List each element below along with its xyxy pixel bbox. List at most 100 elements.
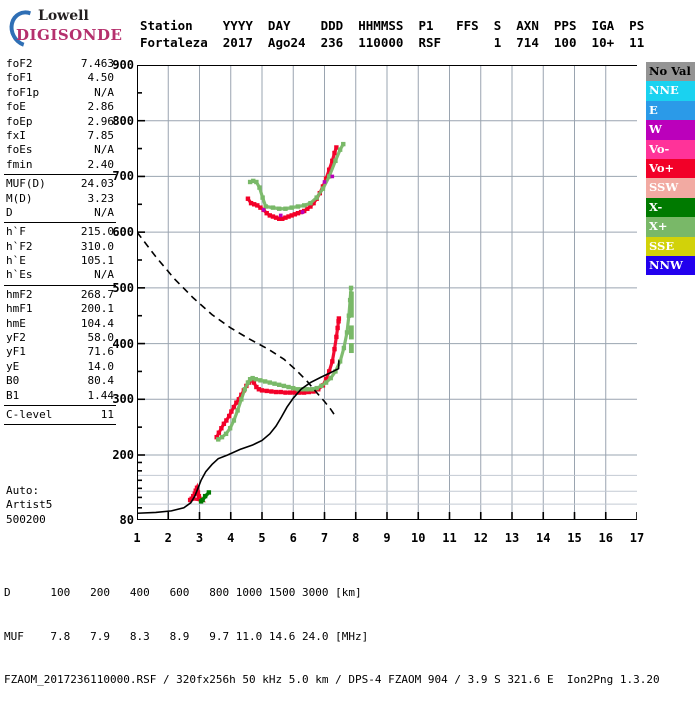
param-key: foEs <box>6 143 33 157</box>
param-row: fmin 2.40 <box>2 158 118 172</box>
param-key: fmin <box>6 157 33 171</box>
y-axis-tick-600: 600 <box>112 225 134 240</box>
footer-line-d: D 100 200 400 600 800 1000 1500 3000 [km… <box>4 586 362 599</box>
y-axis-labels: 900 800 700 600 500 400 300 200 80 <box>88 55 134 535</box>
param-value: 200.1 <box>80 302 114 316</box>
param-key: M(D) <box>6 191 33 205</box>
auto-program: Artist5 <box>6 498 53 512</box>
legend-item-x[interactable]: X+ <box>646 217 695 237</box>
param-value: 4.50 <box>87 71 115 85</box>
logo-digisonde-text: DIGISONDE <box>16 26 123 44</box>
lowell-digisonde-logo: Lowell DIGISONDE <box>3 4 128 54</box>
param-row: foE 2.86 <box>2 100 118 114</box>
header-line-1: Station YYYY DAY DDD HHMMSS P1 FFS S AXN… <box>140 18 645 33</box>
param-value: 1.44 <box>87 388 115 402</box>
ionogram-page: Lowell DIGISONDE foF2 7.463 foF1 4.50 foF1p N… <box>2 4 695 686</box>
x-axis-tick-6: 6 <box>289 531 297 545</box>
param-value: 3.23 <box>87 191 115 205</box>
param-value: 7.85 <box>87 128 115 142</box>
param-row: h`F 215.0 <box>2 225 118 239</box>
param-row: yE 14.0 <box>2 360 118 374</box>
x-axis-tick-2: 2 <box>164 531 172 545</box>
param-key: D <box>6 205 13 219</box>
param-row: h`F2 310.0 <box>2 240 118 254</box>
x-axis-tick-3: 3 <box>195 531 204 545</box>
x-axis-tick-9: 9 <box>383 531 391 545</box>
param-key: h`E <box>6 254 26 268</box>
param-value: N/A <box>94 205 114 219</box>
x-axis-tick-15: 15 <box>567 531 582 545</box>
param-row: hmF2 268.7 <box>2 288 118 302</box>
legend-item-ssw[interactable]: SSW <box>646 178 695 198</box>
param-key: MUF(D) <box>6 177 46 191</box>
param-row: B1 1.44 <box>2 389 118 403</box>
param-row: foF2 7.463 <box>2 57 118 71</box>
legend-item-sse[interactable]: SSE <box>646 236 695 256</box>
legend-item-w[interactable]: W <box>646 120 695 140</box>
logo-lowell-text: Lowell <box>38 8 89 24</box>
auto-scaling-block: Auto: Artist5 500200 <box>2 484 118 527</box>
legend-item-no-val[interactable]: No Val <box>646 62 695 82</box>
param-divider <box>4 222 116 224</box>
param-value: 11 <box>100 407 114 421</box>
y-axis-tick-200: 200 <box>112 448 134 462</box>
station-header: Station YYYY DAY DDD HHMMSS P1 FFS S AXN… <box>140 17 644 51</box>
x-axis-tick-12: 12 <box>473 531 488 545</box>
param-value: 268.7 <box>80 287 114 301</box>
y-axis-tick-900: 900 <box>112 58 134 72</box>
param-value: 2.86 <box>87 100 115 114</box>
x-axis-tick-14: 14 <box>536 531 551 545</box>
direction-legend: No Val NNE E W Vo- Vo+ SSW X- X+ SSE NNW <box>646 62 695 276</box>
param-key: foF1 <box>6 71 33 85</box>
param-row: h`Es N/A <box>2 268 118 282</box>
legend-item-nnw[interactable]: NNW <box>646 255 695 276</box>
param-key: foE <box>6 100 26 114</box>
plot-canvas <box>137 65 637 520</box>
param-value: 310.0 <box>80 239 114 253</box>
x-axis-tick-8: 8 <box>352 531 360 545</box>
x-axis-tick-7: 7 <box>320 531 329 545</box>
param-value: 2.40 <box>87 157 115 171</box>
param-row: yF1 71.6 <box>2 345 118 359</box>
param-row: C-level 11 <box>2 408 118 422</box>
legend-item-vo[interactable]: Vo- <box>646 139 695 159</box>
y-axis-tick-400: 400 <box>112 336 134 351</box>
param-key: h`Es <box>6 268 33 282</box>
param-key: h`F <box>6 225 26 239</box>
y-axis-tick-700: 700 <box>112 169 134 184</box>
param-value: 80.4 <box>87 374 115 388</box>
param-key: hmF2 <box>6 287 33 301</box>
y-axis-tick-800: 800 <box>112 113 134 128</box>
param-divider <box>4 284 116 286</box>
legend-item-vo[interactable]: Vo+ <box>646 158 695 179</box>
x-axis-tick-11: 11 <box>442 531 457 545</box>
param-key: foF1p <box>6 85 40 99</box>
x-axis-tick-17: 17 <box>629 531 645 545</box>
header-line-2: Fortaleza 2017 Ago24 236 110000 RSF 1 71… <box>140 35 645 50</box>
param-row: foEs N/A <box>2 143 118 157</box>
param-row: fxI 7.85 <box>2 129 118 143</box>
param-key: C-level <box>6 407 53 421</box>
param-row: yF2 58.0 <box>2 331 118 345</box>
param-row: h`E 105.1 <box>2 254 118 268</box>
param-key: h`F2 <box>6 239 33 253</box>
param-row: foF1 4.50 <box>2 71 118 85</box>
param-key: yE <box>6 359 20 373</box>
param-value: 58.0 <box>87 331 115 345</box>
ionogram-plot <box>137 65 637 520</box>
param-key: foF2 <box>6 57 33 70</box>
footer-info: D 100 200 400 600 800 1000 1500 3000 [km… <box>4 557 660 717</box>
auto-code: 500200 <box>6 512 46 526</box>
x-axis-tick-4: 4 <box>227 531 235 545</box>
param-value: N/A <box>94 143 114 157</box>
legend-item-nne[interactable]: NNE <box>646 81 695 101</box>
param-value: 14.0 <box>87 359 115 373</box>
param-value: 7.463 <box>80 57 114 70</box>
param-divider <box>4 424 116 426</box>
param-key: B1 <box>6 388 20 402</box>
param-key: hmF1 <box>6 302 33 316</box>
parameter-table: foF2 7.463 foF1 4.50 foF1p N/A foE 2.86 foEp 2.96… <box>2 57 118 427</box>
legend-item-e[interactable]: E <box>646 100 695 121</box>
legend-item-x[interactable]: X- <box>646 197 695 218</box>
param-key: hmE <box>6 316 26 330</box>
